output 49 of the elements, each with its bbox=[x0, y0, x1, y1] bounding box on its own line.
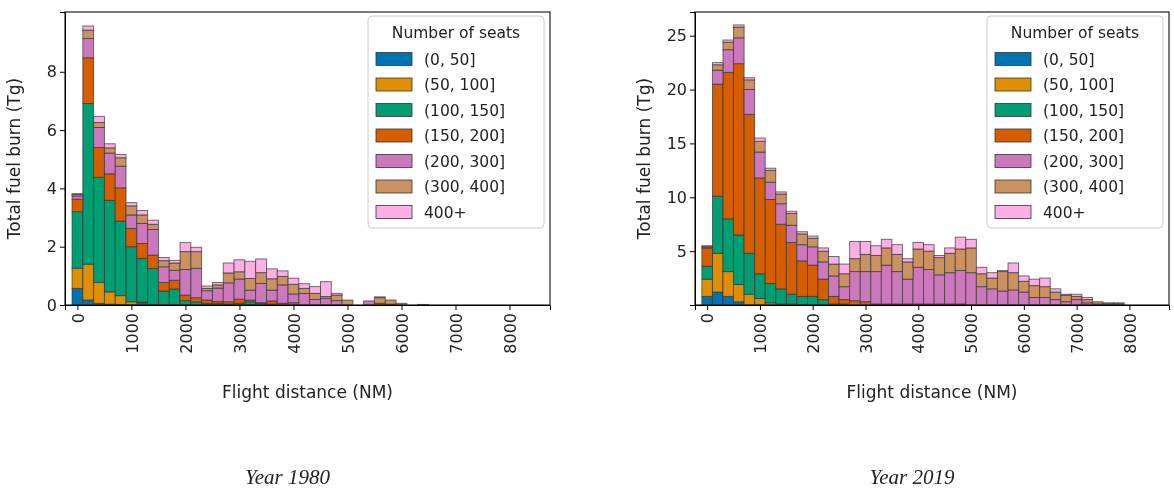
x-tick-label: 7000 bbox=[1067, 313, 1087, 354]
y-tick-label: 10 bbox=[666, 187, 687, 207]
legend-title: Number of seats bbox=[1010, 24, 1140, 42]
x-tick-label: 5000 bbox=[338, 313, 358, 354]
legend-label: (150, 200] bbox=[1043, 127, 1125, 145]
legend-label: (0, 50] bbox=[1043, 50, 1095, 69]
x-axis-title: Flight distance (NM) bbox=[222, 382, 393, 402]
x-tick-label: 1000 bbox=[122, 313, 142, 354]
x-tick-label: 5000 bbox=[962, 313, 982, 354]
legend-label: (200, 300] bbox=[1043, 152, 1125, 171]
legend-label: (0, 50] bbox=[424, 50, 476, 69]
x-tick-label: 6000 bbox=[392, 313, 412, 354]
x-tick-label: 0 bbox=[68, 313, 88, 324]
legend-label: (50, 100] bbox=[424, 76, 496, 94]
y-tick-label: 25 bbox=[666, 26, 687, 46]
y-tick-label: 15 bbox=[666, 134, 687, 154]
x-tick-label: 3000 bbox=[230, 313, 250, 354]
legend-label: (300, 400] bbox=[424, 178, 506, 196]
legend-label: 400+ bbox=[1043, 203, 1086, 222]
x-tick-label: 6000 bbox=[1014, 313, 1034, 354]
y-tick-label: 4 bbox=[46, 179, 57, 198]
legend-label: (300, 400] bbox=[1043, 178, 1125, 196]
text: Year 1980 bbox=[245, 465, 331, 489]
x-tick-label: 2000 bbox=[176, 313, 196, 354]
legend-title: Number of seats bbox=[391, 24, 521, 42]
legend-label: (50, 100] bbox=[1043, 76, 1115, 94]
x-tick-label: 8000 bbox=[500, 313, 520, 354]
x-tick-label: 4000 bbox=[909, 313, 929, 354]
legend-label: (100, 150] bbox=[1043, 101, 1125, 120]
x-tick-label: 1000 bbox=[751, 313, 771, 354]
x-axis-title: Flight distance (NM) bbox=[846, 382, 1018, 402]
legend-label: (100, 150] bbox=[424, 101, 506, 120]
x-tick-label: 8000 bbox=[1120, 313, 1140, 354]
x-tick-label: 2000 bbox=[803, 313, 823, 354]
text: Year 2019 bbox=[869, 465, 955, 489]
x-tick-label: 7000 bbox=[446, 313, 466, 354]
x-tick-label: 4000 bbox=[284, 313, 304, 354]
y-axis-title: Total fuel burn (Tg) bbox=[4, 77, 24, 241]
x-tick-label: 3000 bbox=[856, 313, 876, 354]
y-tick-label: 2 bbox=[46, 237, 57, 257]
legend-label: (200, 300] bbox=[424, 152, 506, 171]
y-tick-label: 5 bbox=[676, 241, 687, 261]
y-axis-title: Total fuel burn (Tg) bbox=[634, 77, 654, 241]
x-tick-label: 0 bbox=[698, 313, 718, 324]
legend-label: 400+ bbox=[424, 203, 467, 222]
y-tick-label: 6 bbox=[46, 120, 57, 140]
legend-label: (150, 200] bbox=[424, 127, 506, 145]
y-tick-label: 20 bbox=[666, 80, 687, 100]
y-tick-label: 8 bbox=[46, 62, 57, 82]
